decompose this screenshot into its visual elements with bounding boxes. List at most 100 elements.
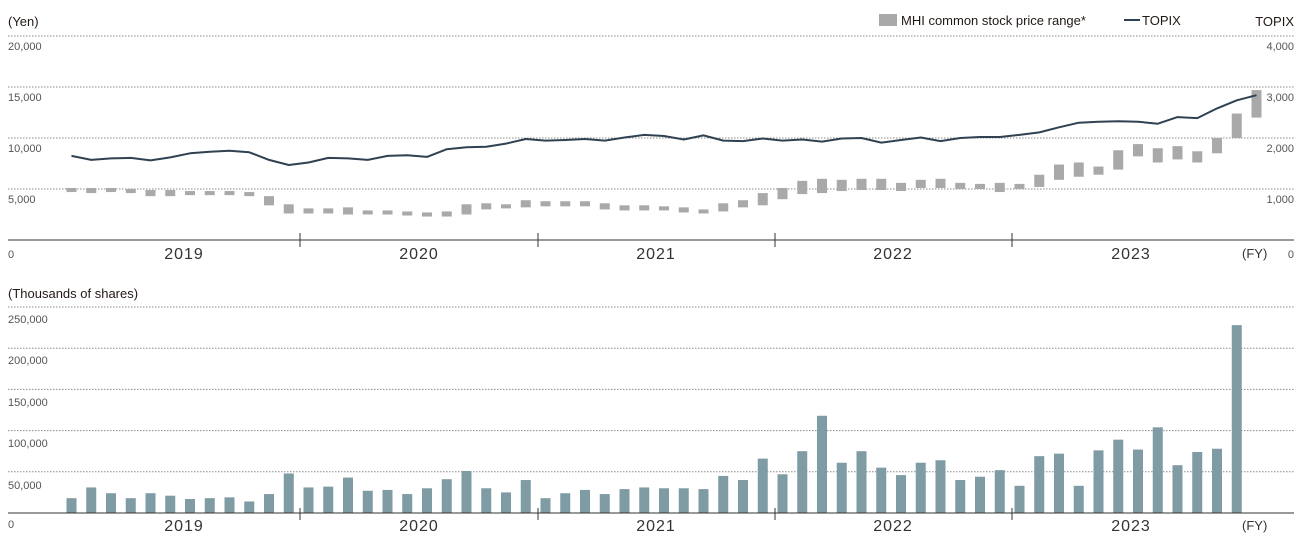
volume-bar — [422, 488, 432, 513]
price-range-bar — [955, 182, 966, 189]
volume-tick: 250,000 — [8, 314, 48, 326]
price-range-bar — [915, 179, 926, 188]
volume-bar — [1212, 448, 1222, 513]
volume-bar — [125, 498, 136, 513]
price-range-bar — [86, 187, 97, 194]
price-range-bar — [659, 206, 669, 211]
price-range-bar — [1113, 150, 1124, 170]
volume-bar — [678, 488, 689, 513]
legend-topix-label: TOPIX — [1142, 13, 1181, 28]
price-range-bar — [1073, 162, 1084, 177]
price-range-bar — [1152, 148, 1163, 163]
price-range-bar — [224, 191, 235, 196]
price-range-bar — [264, 196, 274, 206]
volume-bar — [303, 487, 314, 513]
volume-bar — [1231, 325, 1242, 513]
price-range-bar — [1172, 146, 1183, 160]
price-range-bar — [422, 212, 432, 217]
price-range-bar — [461, 204, 472, 215]
price-range-bar — [619, 205, 630, 211]
fy-label: 2020 — [399, 246, 439, 263]
price-range-bar — [935, 178, 946, 188]
price-left-tick: 5,000 — [8, 194, 36, 206]
volume-bar — [1014, 485, 1025, 513]
left-axis-unit: (Yen) — [8, 14, 39, 29]
legend-price-range-swatch — [879, 14, 897, 26]
price-range-bar — [343, 207, 353, 215]
volume-bar — [264, 494, 274, 513]
volume-panel: (Thousands of shares) 250,000 200,000 15… — [8, 286, 1294, 533]
volume-bar — [204, 498, 215, 513]
fy-label: 2022 — [873, 246, 913, 263]
topix-series — [71, 94, 1257, 166]
price-range-bar — [1133, 144, 1143, 157]
price-range-bar — [678, 207, 689, 213]
price-range-bar — [817, 178, 827, 194]
price-range-bar — [1231, 113, 1242, 138]
price-range-bar — [1251, 90, 1262, 118]
volume-bar — [1192, 452, 1203, 513]
price-right-tick-labels: 4,000 3,000 2,000 1,000 0 — [1266, 41, 1294, 261]
volume-x-axis — [8, 508, 1294, 520]
price-range-bars — [66, 90, 1262, 217]
price-right-tick: 0 — [1288, 249, 1294, 261]
fy-suffix: (FY) — [1242, 518, 1267, 533]
price-range-bar — [145, 190, 156, 197]
price-range-bar — [540, 201, 551, 207]
volume-bar — [1172, 465, 1183, 513]
volume-bar — [244, 501, 255, 513]
volume-tick-labels: 250,000 200,000 150,000 100,000 50,000 0 — [8, 314, 48, 531]
volume-bar — [145, 493, 156, 513]
volume-bar — [106, 493, 116, 513]
volume-tick: 150,000 — [8, 397, 48, 409]
price-range-bar — [303, 208, 314, 214]
volume-bar — [935, 460, 946, 513]
volume-bar — [856, 451, 867, 513]
price-range-bar — [1054, 164, 1064, 180]
price-range-bar — [441, 211, 452, 217]
legend: MHI common stock price range* TOPIX — [879, 13, 1181, 28]
price-range-bar — [382, 210, 393, 215]
price-fy-labels: 2019 2020 2021 2022 2023 (FY) — [164, 246, 1267, 263]
volume-bar — [955, 480, 966, 513]
price-range-bar — [639, 205, 650, 211]
legend-price-range-label: MHI common stock price range* — [901, 13, 1086, 28]
fy-label: 2019 — [164, 518, 204, 533]
price-range-bar — [204, 191, 215, 196]
volume-tick: 200,000 — [8, 355, 48, 367]
volume-bar — [757, 458, 768, 513]
price-range-bar — [856, 178, 867, 191]
price-gridlines — [8, 35, 1294, 190]
price-right-tick: 3,000 — [1266, 92, 1294, 104]
volume-bars — [66, 325, 1242, 513]
fy-suffix: (FY) — [1242, 246, 1267, 261]
volume-tick: 50,000 — [8, 480, 42, 492]
volume-bar — [66, 498, 77, 513]
volume-bar — [86, 487, 97, 513]
price-range-bar — [283, 204, 294, 214]
volume-bar — [738, 480, 748, 513]
volume-bar — [560, 493, 571, 513]
volume-bar — [619, 489, 630, 513]
price-right-tick: 1,000 — [1266, 194, 1294, 206]
price-left-tick-labels: 20,000 15,000 10,000 5,000 0 — [8, 41, 42, 261]
price-left-tick: 10,000 — [8, 143, 42, 155]
fy-label: 2019 — [164, 246, 204, 263]
price-range-bar — [323, 208, 334, 214]
price-range-bar — [185, 191, 195, 196]
price-range-bar — [1192, 151, 1203, 163]
price-range-bar — [777, 187, 788, 200]
volume-bar — [441, 479, 452, 513]
fy-label: 2022 — [873, 518, 913, 533]
topix-line — [71, 94, 1257, 166]
price-range-bar — [106, 187, 116, 193]
volume-bar — [896, 475, 906, 513]
price-range-bar — [165, 190, 176, 197]
price-range-bar — [520, 200, 531, 208]
volume-bar — [639, 487, 650, 513]
price-range-bar — [738, 200, 748, 208]
fy-label: 2020 — [399, 518, 439, 533]
price-range-bar — [244, 192, 255, 197]
volume-axis-unit: (Thousands of shares) — [8, 286, 138, 301]
